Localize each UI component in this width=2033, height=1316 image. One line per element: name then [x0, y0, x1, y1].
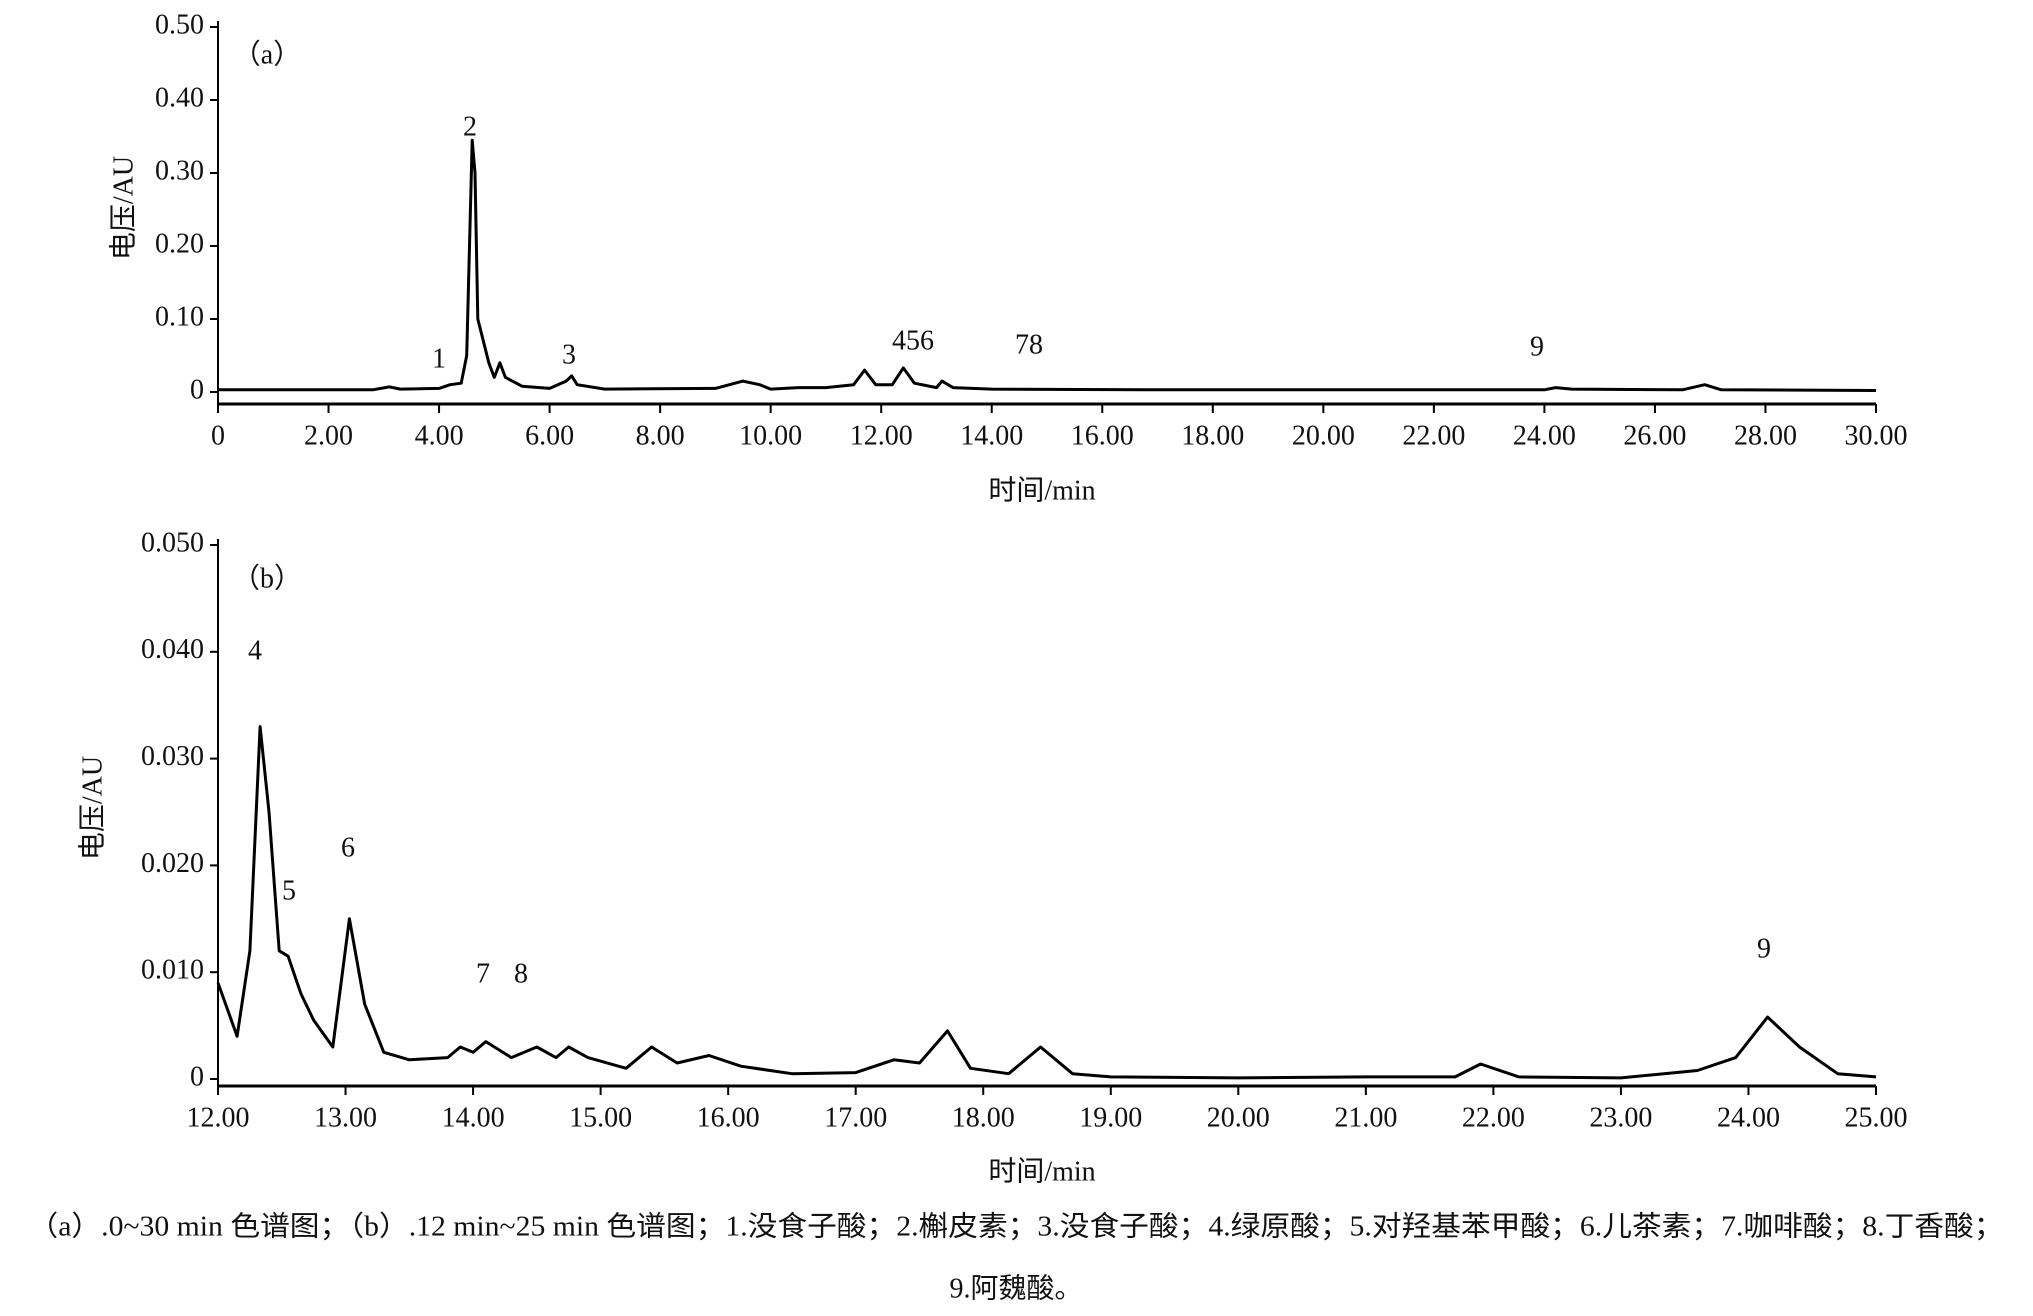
trace: [216, 725, 1877, 1080]
peak-label: 6: [341, 832, 355, 863]
x-tick-label: 12.00: [850, 420, 913, 451]
peak-label: 2: [463, 111, 477, 142]
x-tick-label: 24.00: [1513, 420, 1576, 451]
x-tick-label: 12.00: [187, 1102, 250, 1133]
x-tick-label: 16.00: [697, 1102, 760, 1133]
y-tick-label: 0: [190, 1061, 204, 1092]
x-tick-label: 6.00: [525, 420, 574, 451]
x-tick-label: 22.00: [1462, 1102, 1525, 1133]
peak-label: 78: [1015, 329, 1043, 360]
x-tick-label: 21.00: [1334, 1102, 1397, 1133]
y-tick-label: 0.050: [141, 527, 204, 558]
peak-label: （b）: [232, 562, 302, 594]
y-tick-label: 0.040: [141, 634, 204, 665]
x-tick-label: 17.00: [824, 1102, 887, 1133]
peak-label: （a）: [233, 38, 301, 70]
x-tick-label: 26.00: [1623, 420, 1686, 451]
x-tick-label: 28.00: [1734, 420, 1797, 451]
y-tick-label: 0.50: [155, 9, 204, 40]
x-tick-label: 22.00: [1402, 420, 1465, 451]
trace: [218, 138, 1877, 392]
x-tick-label: 30.00: [1845, 420, 1908, 451]
x-tick-label: 20.00: [1292, 420, 1355, 451]
caption: （a）.0~30 min 色谱图；（b）.12 min~25 min 色谱图；1…: [29, 1210, 2004, 1242]
x-tick-label: 0: [211, 420, 225, 451]
x-tick-label: 4.00: [415, 420, 464, 451]
y-tick-label: 0: [190, 374, 204, 405]
x-tick-label: 14.00: [960, 420, 1023, 451]
x-tick-label: 13.00: [314, 1102, 377, 1133]
y-tick-label: 0.30: [155, 155, 204, 186]
peak-label: 9: [1530, 331, 1544, 362]
y-tick-label: 0.030: [141, 741, 204, 772]
peak-label: 9: [1757, 933, 1771, 964]
x-tick-label: 23.00: [1589, 1102, 1652, 1133]
x-tick-label: 15.00: [569, 1102, 632, 1133]
caption: 9.阿魏酸。: [949, 1272, 1082, 1304]
y-axis-label: 电压/AU: [76, 756, 108, 860]
x-tick-label: 18.00: [1181, 420, 1244, 451]
y-tick-label: 0.010: [141, 955, 204, 986]
x-axis-label: 时间/min: [988, 474, 1095, 506]
peak-label: 3: [562, 339, 576, 370]
x-tick-label: 25.00: [1845, 1102, 1908, 1133]
peak-label: 7: [476, 958, 490, 989]
x-tick-label: 24.00: [1717, 1102, 1780, 1133]
x-tick-label: 18.00: [952, 1102, 1015, 1133]
peak-label: 5: [282, 875, 296, 906]
y-axis-label: 电压/AU: [107, 156, 139, 260]
peak-label: 456: [892, 325, 934, 356]
x-tick-label: 19.00: [1079, 1102, 1142, 1133]
peak-label: 4: [248, 635, 262, 666]
peak-label: 1: [432, 343, 446, 374]
y-tick-label: 0.020: [141, 848, 204, 879]
y-tick-label: 0.40: [155, 82, 204, 113]
x-tick-label: 10.00: [739, 420, 802, 451]
x-tick-label: 2.00: [304, 420, 353, 451]
y-tick-label: 0.10: [155, 301, 204, 332]
x-tick-label: 8.00: [636, 420, 685, 451]
x-tick-label: 20.00: [1207, 1102, 1270, 1133]
x-tick-label: 14.00: [442, 1102, 505, 1133]
x-tick-label: 16.00: [1071, 420, 1134, 451]
peak-label: 8: [514, 958, 528, 989]
y-tick-label: 0.20: [155, 228, 204, 259]
x-axis-label: 时间/min: [988, 1155, 1095, 1187]
